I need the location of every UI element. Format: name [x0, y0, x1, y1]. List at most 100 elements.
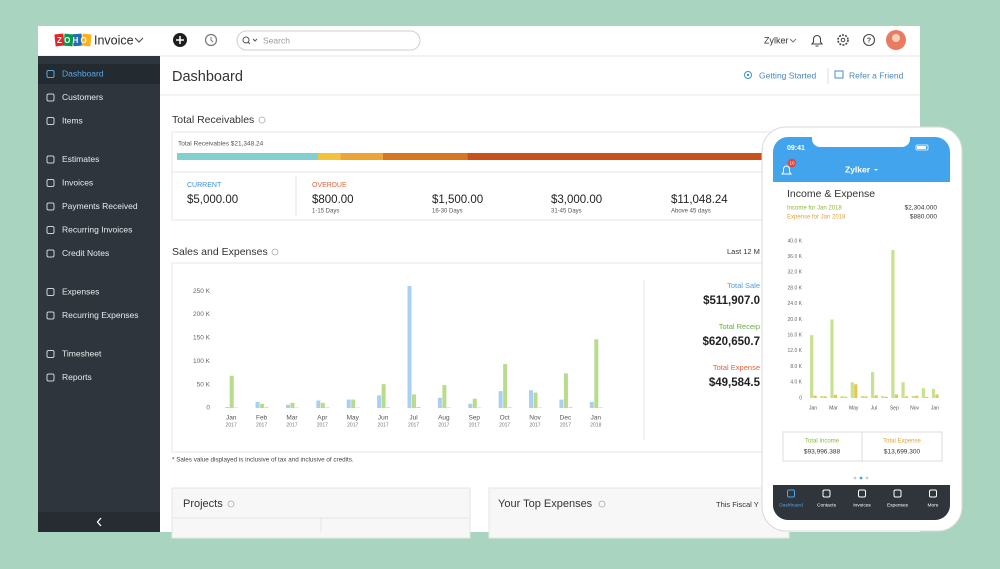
tab-icon[interactable]	[893, 489, 902, 498]
page-title: Dashboard	[172, 69, 243, 85]
tab-label[interactable]: More	[928, 502, 939, 508]
menu-icon	[46, 249, 55, 258]
bar	[820, 396, 824, 398]
settings-icon[interactable]	[837, 34, 849, 46]
menu-item[interactable]: Dashboard	[62, 68, 104, 78]
total-label: Total Income	[805, 439, 840, 445]
bell-icon[interactable]	[781, 165, 792, 175]
logo-text: ZOHO	[57, 36, 89, 45]
bar	[381, 384, 386, 408]
menu-icon	[46, 70, 55, 78]
receivable-segment	[382, 153, 468, 160]
bar	[904, 396, 909, 398]
bar	[346, 399, 351, 408]
menu-item[interactable]: Recurring Invoices	[62, 224, 132, 234]
page-dot	[859, 476, 863, 480]
tab-icon[interactable]	[787, 489, 795, 498]
bar	[935, 394, 939, 398]
menu-icon	[46, 350, 55, 358]
bell-icon[interactable]	[810, 34, 824, 47]
footnote: * Sales value displayed is inclusive of …	[172, 457, 354, 464]
search-box[interactable]	[236, 30, 421, 51]
menu-icon	[46, 155, 55, 164]
expense-amount: $880.000	[910, 214, 937, 221]
bar	[871, 372, 875, 398]
bar	[915, 395, 919, 398]
bar	[446, 407, 451, 408]
org-name[interactable]: Zylker	[845, 164, 871, 174]
bar	[830, 319, 834, 398]
battery	[915, 144, 929, 151]
bar	[507, 407, 512, 408]
help-icon[interactable]	[862, 33, 876, 47]
refer-link[interactable]: Refer a Friend	[849, 70, 904, 80]
bucket-amount: $5,000.00	[187, 194, 238, 206]
logo-block	[54, 33, 65, 47]
logo-block	[81, 33, 92, 47]
phone: 09:41 10 Zylker Income & Expense Income …	[761, 126, 963, 532]
menu-item[interactable]: Invoices	[62, 177, 93, 187]
x-tick-label: Jan	[226, 415, 237, 422]
bucket-range: Above 45 days	[671, 209, 711, 215]
chevron	[789, 38, 797, 43]
bar	[894, 394, 899, 398]
chevron	[874, 169, 878, 171]
tab-label[interactable]: Invoices	[853, 502, 871, 508]
settings-icon	[840, 37, 846, 43]
y-tick-label: 200 K	[193, 311, 211, 318]
bar	[884, 396, 888, 398]
legend-expense: Expense for Jan 2018	[787, 215, 846, 221]
chevron[interactable]	[134, 37, 144, 43]
x-tick-label: Jul	[871, 405, 877, 411]
x-tick-label: Jul	[409, 415, 418, 422]
y-tick-label: 250 K	[193, 288, 211, 295]
x-tick-year: 2017	[529, 422, 540, 428]
menu-item[interactable]: Credit Notes	[62, 248, 109, 258]
tab-label[interactable]: Contacts	[817, 502, 837, 508]
tab-icon[interactable]	[822, 489, 831, 498]
bar	[921, 388, 925, 398]
menu-item[interactable]: Payments Received	[62, 201, 138, 211]
bar	[498, 391, 503, 408]
bar	[386, 407, 391, 408]
x-tick-year: 2017	[286, 422, 297, 428]
period-selector[interactable]: Last 12 M	[727, 247, 760, 256]
info-icon	[271, 248, 279, 256]
tab-icon[interactable]	[858, 489, 866, 498]
sidebar-menu: Dashboard Customers Items Estimates Invoices…	[46, 68, 139, 382]
tab-bar	[773, 485, 950, 520]
menu-item[interactable]: Items	[62, 115, 83, 125]
menu-item[interactable]: Reports	[62, 372, 92, 382]
bucket-amount: $800.00	[312, 194, 354, 206]
sales-box	[171, 262, 793, 453]
x-tick-label: Jun	[378, 415, 389, 422]
badge-count: 10	[789, 161, 795, 166]
org-name[interactable]: Zylker	[764, 35, 789, 45]
menu-icon	[46, 373, 55, 382]
menu-item[interactable]: Expenses	[62, 286, 99, 296]
history-button[interactable]	[204, 33, 218, 47]
tab-label[interactable]: Dashboard	[779, 502, 803, 508]
y-tick-label: 0	[206, 405, 210, 412]
x-tick-label: May	[849, 405, 859, 411]
tab-icon[interactable]	[929, 489, 937, 498]
link-icon	[744, 71, 752, 79]
bar	[854, 384, 858, 398]
bar	[568, 407, 573, 408]
tab-label[interactable]: Expenses	[887, 502, 909, 508]
collapse-button[interactable]	[96, 517, 102, 527]
bar	[823, 396, 827, 398]
period-selector[interactable]: This Fiscal Y	[716, 500, 759, 509]
getting-started-link[interactable]: Getting Started	[759, 70, 816, 80]
menu-item[interactable]: Recurring Expenses	[62, 310, 139, 320]
bar	[437, 397, 442, 408]
bar	[589, 401, 594, 408]
x-tick-year: 2017	[347, 422, 358, 428]
menu-item[interactable]: Customers	[62, 92, 103, 102]
menu-item[interactable]: Estimates	[62, 154, 99, 164]
receivable-segment	[317, 153, 341, 160]
bar	[264, 407, 269, 408]
menu-item[interactable]: Timesheet	[62, 348, 102, 358]
bar	[533, 392, 538, 408]
